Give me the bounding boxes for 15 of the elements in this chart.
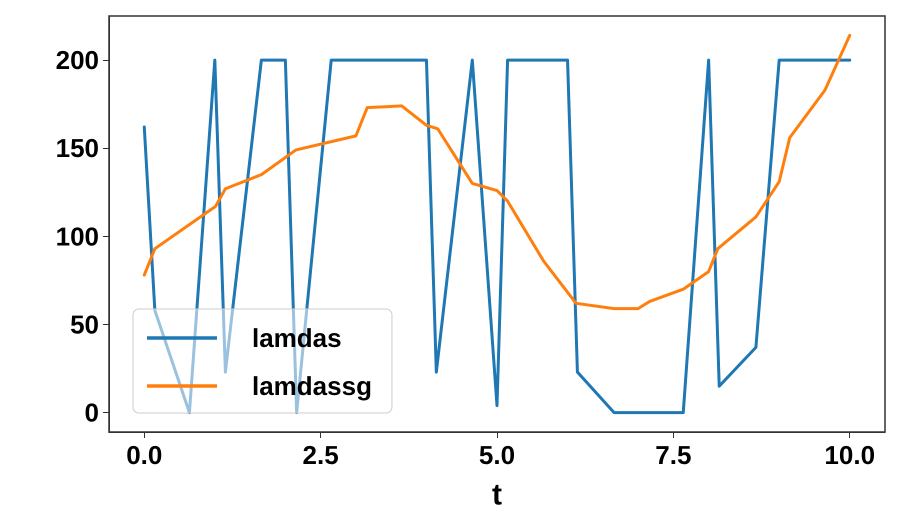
- line-series: [142, 58, 852, 414]
- x-tick-label: 5.0: [478, 440, 516, 470]
- y-tick-label: 150: [56, 133, 99, 164]
- y-tick-label: 0: [84, 398, 99, 428]
- y-tick-label: 50: [70, 309, 99, 340]
- line-series: [142, 34, 852, 310]
- x-axis-title: t: [492, 478, 502, 512]
- y-tick-label: 200: [56, 45, 99, 76]
- x-tick-label: 2.5: [302, 440, 339, 470]
- x-tick-label: 7.5: [655, 440, 692, 470]
- y-tick-label: 100: [56, 221, 99, 252]
- legend-label: lamdassg: [252, 371, 372, 401]
- legend-label: lamdas: [252, 323, 342, 353]
- x-tick-label: 10.0: [824, 440, 876, 470]
- x-tick-label: 0.0: [126, 440, 162, 470]
